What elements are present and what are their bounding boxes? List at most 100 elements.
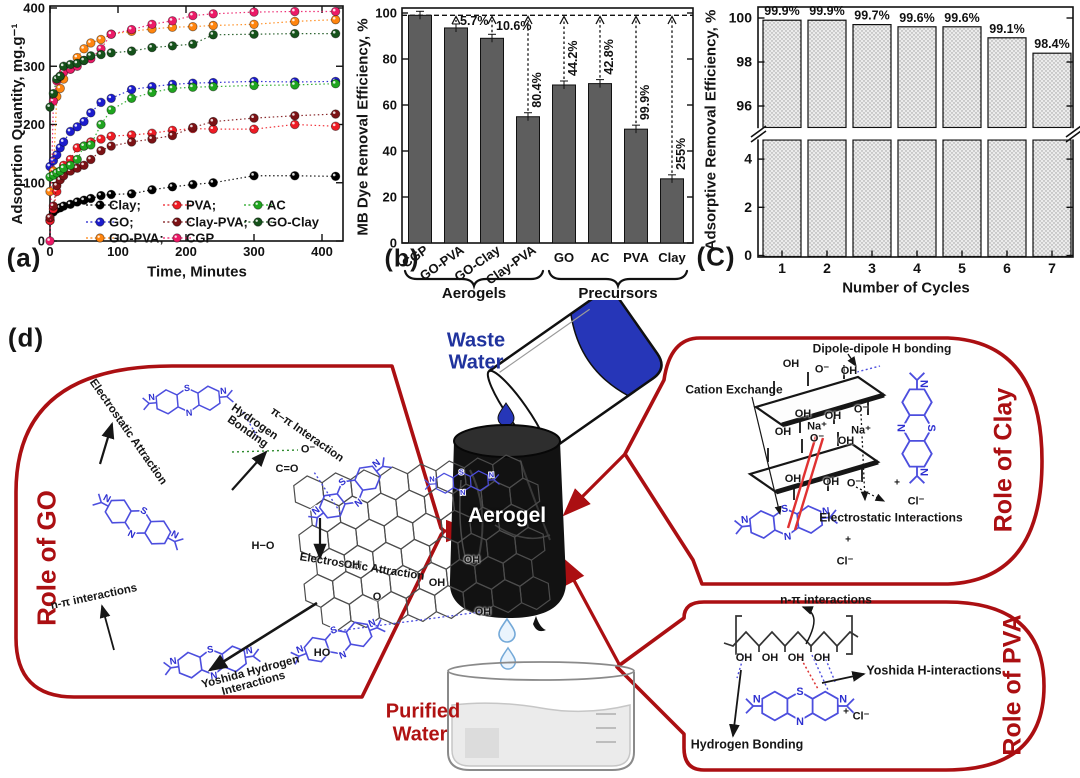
- charge-plus-label: +: [845, 534, 851, 546]
- go-group-oh-label: OH: [428, 577, 446, 589]
- svg-text:5: 5: [958, 260, 966, 276]
- annotation-arrows: [98, 353, 866, 738]
- svg-text:GO-PVA;: GO-PVA;: [109, 231, 164, 246]
- go-group-ho-label: H−O: [251, 540, 275, 552]
- svg-text:96: 96: [736, 98, 752, 114]
- charge-plus-label: +: [894, 477, 900, 489]
- panel-b-ylabel: MB Dye Removal Efficiency, %: [354, 18, 372, 236]
- svg-text:99.9%: 99.9%: [638, 85, 652, 120]
- waste-drop-1: [497, 402, 515, 427]
- panel-c-xlabel: Number of Cycles: [842, 279, 970, 297]
- clay-pva-oh-label: OH: [782, 358, 800, 370]
- panel-b-chart: 020406080100CGP5.7%GO-PVA10.6%GO-Clay80.…: [375, 6, 694, 302]
- svg-text:99.6%: 99.6%: [899, 11, 934, 25]
- svg-text:255%: 255%: [674, 138, 688, 170]
- svg-text:AC: AC: [267, 198, 286, 213]
- cation-exchange-slash: [786, 435, 818, 529]
- clay-pva-o-label: O⁻: [846, 477, 862, 490]
- clay-pva-cl-label: Cl⁻: [907, 495, 925, 508]
- go-group-oh-label: OH: [463, 554, 481, 566]
- svg-text:Precursors: Precursors: [578, 285, 657, 302]
- clay-pva-cl-label: Cl⁻: [836, 555, 854, 568]
- role-of-pva-shape: [615, 600, 1046, 772]
- svg-text:GO: GO: [554, 250, 574, 265]
- svg-text:44.2%: 44.2%: [566, 41, 580, 76]
- svg-text:300: 300: [243, 244, 265, 259]
- clay-cation-exchange-label: Cation Exchange: [685, 382, 783, 397]
- clay-pva-oh-label: OH: [813, 652, 831, 664]
- clay-pva-oh-label: OH: [761, 652, 779, 664]
- svg-text:42.8%: 42.8%: [602, 39, 616, 74]
- go-group-oh-label: OH: [343, 559, 361, 571]
- svg-text:GO;: GO;: [109, 215, 134, 230]
- svg-text:1: 1: [778, 260, 786, 276]
- svg-text:3: 3: [868, 260, 876, 276]
- panel-a-ylabel: Adsoprtion Quantity, mg.g⁻¹: [9, 23, 26, 225]
- svg-text:Clay: Clay: [658, 250, 686, 265]
- clay-pva-oh-label: OH: [837, 435, 855, 447]
- go-group-o-label: O: [372, 591, 382, 603]
- pva-n-pi-label: n-π interactions: [780, 592, 872, 607]
- svg-text:PVA: PVA: [623, 250, 649, 265]
- clay-pva-oh-label: OH: [822, 476, 840, 488]
- svg-text:20: 20: [383, 190, 397, 205]
- svg-text:40: 40: [383, 144, 397, 159]
- clay-pva-o-label: O⁻: [809, 432, 825, 445]
- svg-text:99.6%: 99.6%: [944, 11, 979, 25]
- svg-text:99.9%: 99.9%: [764, 4, 799, 18]
- purified-water-beaker: [447, 661, 635, 771]
- svg-text:Clay-PVA;: Clay-PVA;: [186, 215, 248, 230]
- waste-water-label-2: Water: [448, 351, 504, 374]
- clay-pva-oh-label: OH: [840, 365, 858, 377]
- svg-text:99.7%: 99.7%: [854, 9, 889, 23]
- svg-text:10.6%: 10.6%: [496, 19, 531, 33]
- clay-pva-oh-label: OH: [787, 652, 805, 664]
- svg-text:GO-Clay: GO-Clay: [267, 215, 320, 230]
- interaction-dotted-lines: [231, 365, 886, 691]
- clay-dipole-label: Dipole-dipole H bonding: [812, 341, 952, 356]
- role-of-pva-label: Role of PVA: [998, 614, 1027, 756]
- panel-d-letter: (d): [7, 322, 45, 353]
- cation-exchange-slash-2: [793, 437, 825, 531]
- svg-text:100: 100: [375, 6, 397, 21]
- clay-to-aerogel-arrow: [562, 452, 627, 517]
- svg-text:98.4%: 98.4%: [1034, 37, 1069, 51]
- svg-text:400: 400: [311, 244, 333, 259]
- svg-text:60: 60: [383, 98, 397, 113]
- svg-text:Aerogels: Aerogels: [442, 285, 506, 302]
- pva-polymer-chain: [723, 615, 859, 655]
- clay-pva-oh-label: OH: [824, 410, 842, 422]
- svg-text:5.7%: 5.7%: [460, 14, 489, 28]
- clay-pva-na-label: Na⁺: [807, 420, 827, 433]
- svg-text:300: 300: [23, 59, 45, 74]
- pva-hydrogen-bonding-label: Hydrogen Bonding: [690, 737, 804, 752]
- svg-text:99.1%: 99.1%: [989, 22, 1024, 36]
- svg-text:2: 2: [744, 199, 752, 215]
- svg-text:100: 100: [23, 175, 45, 190]
- svg-text:0: 0: [38, 234, 45, 249]
- svg-text:400: 400: [23, 1, 45, 16]
- purified-water-label-1: Purified: [385, 700, 461, 723]
- role-of-clay-label: Role of Clay: [989, 387, 1018, 533]
- clay-pva-oh-label: OH: [784, 473, 802, 485]
- clay-pva-oh-label: OH: [794, 408, 812, 420]
- svg-text:98: 98: [736, 54, 752, 70]
- go-group-cdo-label: C=O: [275, 463, 299, 475]
- go-group-hog-label: HO: [313, 647, 331, 659]
- svg-text:0: 0: [390, 236, 397, 251]
- svg-text:4: 4: [913, 260, 921, 276]
- svg-text:100: 100: [107, 244, 129, 259]
- clay-electrostatic-interactions-label: Electrostatic Interactions: [819, 510, 963, 525]
- purified-drop-1: [498, 617, 516, 643]
- svg-text:PVA;: PVA;: [186, 198, 216, 213]
- panel-c-letter: (C): [696, 241, 736, 272]
- clay-pva-cl-label: Cl⁻: [852, 710, 870, 723]
- svg-text:80.4%: 80.4%: [530, 72, 544, 107]
- panel-a-chart: 0 100 200 300 400 0 100 200 300 400 Clay; PVA; AC GO;…: [23, 1, 344, 259]
- purified-water-label-2: Water: [392, 723, 448, 746]
- clay-pva-o-label: O⁻: [814, 363, 830, 376]
- svg-text:99.9%: 99.9%: [809, 4, 844, 18]
- clay-pva-o-label: O⁻: [853, 403, 869, 416]
- go-group-oh-label: OH: [474, 606, 492, 618]
- aerogel-cylinder: [449, 424, 567, 632]
